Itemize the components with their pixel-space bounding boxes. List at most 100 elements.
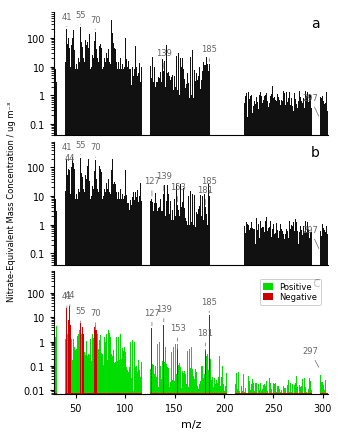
Bar: [290, 383, 291, 438]
Bar: [179, 96, 180, 438]
Bar: [257, 103, 258, 438]
Bar: [303, 393, 304, 438]
Bar: [212, 393, 213, 438]
Bar: [239, 393, 240, 438]
Bar: [127, 203, 128, 438]
Bar: [260, 221, 261, 438]
Bar: [84, 63, 85, 438]
Bar: [295, 393, 296, 438]
Bar: [98, 192, 99, 438]
Bar: [276, 393, 277, 438]
Bar: [305, 387, 306, 438]
Bar: [271, 393, 272, 438]
Bar: [221, 142, 222, 438]
Bar: [187, 225, 188, 438]
Bar: [323, 385, 324, 438]
Bar: [172, 75, 173, 438]
Bar: [177, 91, 178, 438]
Bar: [104, 393, 105, 438]
Bar: [123, 351, 124, 438]
Bar: [244, 227, 245, 438]
Bar: [98, 393, 99, 438]
Bar: [79, 330, 80, 438]
Bar: [148, 393, 149, 438]
Bar: [126, 393, 127, 438]
Bar: [172, 393, 173, 438]
Bar: [322, 224, 323, 438]
Bar: [92, 335, 93, 438]
Bar: [171, 352, 172, 438]
Bar: [147, 342, 148, 438]
Bar: [122, 65, 123, 438]
Bar: [303, 99, 304, 438]
Bar: [102, 71, 103, 438]
Bar: [275, 101, 276, 438]
Bar: [73, 339, 74, 438]
Bar: [267, 393, 268, 438]
Bar: [61, 167, 62, 438]
Bar: [164, 362, 165, 438]
Bar: [170, 393, 171, 438]
Bar: [110, 338, 111, 438]
Bar: [88, 354, 89, 438]
Bar: [134, 201, 135, 438]
Bar: [105, 342, 106, 438]
Bar: [99, 393, 100, 438]
Bar: [279, 101, 280, 438]
Text: 297: 297: [302, 346, 319, 367]
Bar: [103, 197, 104, 438]
Bar: [298, 393, 299, 438]
Bar: [100, 170, 101, 438]
Bar: [281, 230, 282, 438]
Bar: [246, 393, 247, 438]
Bar: [116, 63, 117, 438]
Bar: [257, 393, 258, 438]
Bar: [320, 232, 321, 438]
Bar: [129, 70, 130, 438]
Bar: [254, 102, 255, 438]
Bar: [185, 374, 186, 438]
Bar: [168, 368, 169, 438]
Bar: [186, 222, 187, 438]
Bar: [273, 99, 274, 438]
Bar: [166, 393, 167, 438]
Bar: [161, 212, 162, 438]
Bar: [61, 357, 62, 438]
Bar: [187, 352, 188, 438]
Bar: [246, 94, 247, 438]
Bar: [139, 64, 140, 438]
Bar: [198, 389, 199, 438]
Bar: [165, 393, 166, 438]
Bar: [244, 104, 245, 438]
Text: 181: 181: [197, 328, 213, 346]
Bar: [319, 251, 320, 438]
Bar: [303, 393, 304, 438]
Bar: [190, 369, 191, 438]
Bar: [231, 393, 232, 438]
Bar: [86, 46, 87, 438]
Bar: [221, 393, 222, 438]
Bar: [135, 193, 136, 438]
Bar: [239, 391, 240, 438]
Bar: [196, 74, 197, 438]
Bar: [219, 393, 220, 438]
Bar: [125, 39, 126, 438]
Bar: [251, 96, 252, 438]
Bar: [142, 393, 143, 438]
Bar: [86, 393, 87, 438]
Bar: [318, 96, 319, 438]
Bar: [92, 187, 93, 438]
Bar: [101, 353, 102, 438]
Bar: [250, 97, 251, 438]
Bar: [253, 383, 254, 438]
Text: 55: 55: [75, 141, 86, 155]
Bar: [134, 71, 135, 438]
Bar: [165, 216, 166, 438]
Bar: [258, 393, 259, 438]
Bar: [169, 215, 170, 438]
Bar: [82, 48, 83, 438]
Bar: [318, 392, 319, 438]
Bar: [205, 65, 206, 438]
Bar: [286, 393, 287, 438]
Bar: [103, 365, 104, 438]
